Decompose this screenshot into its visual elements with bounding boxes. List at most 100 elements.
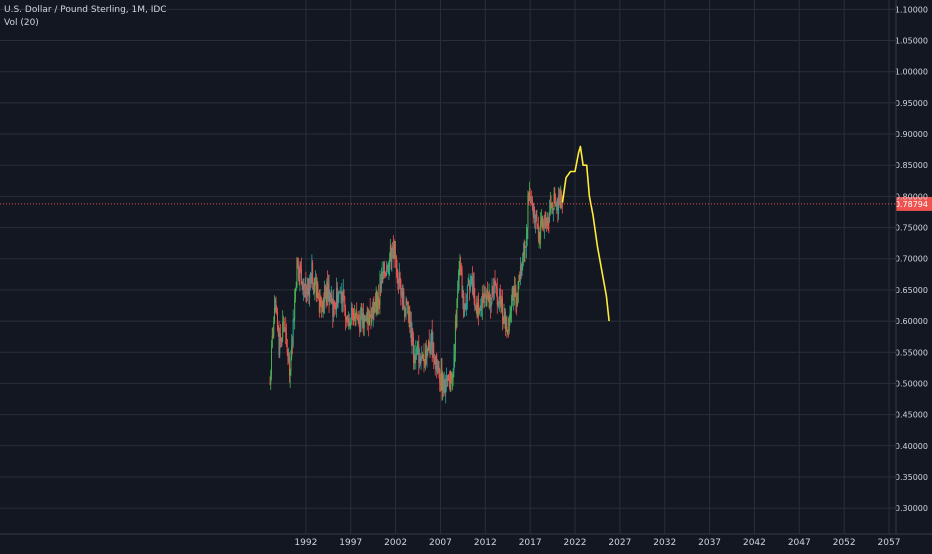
candle-body (351, 307, 353, 312)
candle-body (413, 355, 415, 363)
candle-body (348, 318, 350, 326)
candle-body (319, 300, 321, 312)
candle-body (407, 302, 409, 316)
candle-body (303, 284, 305, 290)
candle-body (289, 369, 291, 376)
candle-body (364, 319, 366, 322)
candle-body (296, 258, 298, 287)
candle-body (545, 218, 547, 223)
candle-body (419, 358, 421, 364)
y-tick-label: 1.10000 (895, 5, 928, 14)
candle-body (433, 358, 435, 363)
candle-body (311, 262, 313, 283)
candle-body (496, 287, 498, 305)
candle-body (352, 311, 354, 316)
candle-body (549, 212, 551, 222)
candle-body (437, 361, 439, 366)
candle-body (501, 298, 503, 321)
candle-body (288, 356, 290, 376)
candle-body (448, 381, 450, 382)
y-tick-label: 0.95000 (895, 99, 928, 108)
candle-body (338, 292, 340, 296)
y-tick-label: 0.40000 (895, 442, 928, 451)
candle-body (471, 277, 473, 283)
candle-body (470, 282, 472, 284)
candle-body (297, 258, 299, 264)
candle-body (299, 264, 301, 280)
candle-body (559, 200, 561, 208)
candle-body (295, 286, 297, 289)
candle-body (469, 283, 471, 290)
x-tick-label: 2052 (833, 538, 856, 548)
candle-body (350, 307, 352, 319)
candle-body (306, 288, 308, 295)
candle-body (324, 285, 326, 296)
candle-body (279, 333, 281, 340)
candle-body (330, 295, 332, 298)
candle-body (273, 322, 275, 337)
candle-body (389, 245, 391, 259)
candle-body (326, 281, 328, 302)
candle-body (282, 322, 284, 339)
candle-body (386, 265, 388, 275)
candle-body (318, 299, 320, 312)
candle-body (502, 320, 504, 324)
candle-body (270, 347, 272, 376)
candle-body (362, 313, 364, 324)
candle-body (430, 330, 432, 346)
candle-body (519, 274, 521, 280)
candle-body (555, 203, 557, 207)
candle-body (475, 304, 477, 309)
candle-body (521, 267, 523, 276)
candle-body (394, 253, 396, 259)
candle-body (356, 317, 358, 321)
candle-body (530, 199, 532, 201)
candle-body (480, 309, 482, 311)
y-tick-label: 0.70000 (895, 255, 928, 264)
candle-body (398, 272, 400, 284)
y-tick-label: 0.90000 (895, 130, 928, 139)
candle-body (405, 300, 407, 315)
candle-body (314, 280, 316, 292)
y-tick-label: 0.30000 (895, 504, 928, 513)
candle-body (482, 295, 484, 297)
candle-body (398, 280, 400, 284)
candle-body (387, 269, 389, 271)
candle-body (340, 292, 342, 300)
candle-body (484, 292, 486, 299)
candle-body (463, 304, 465, 317)
candle-body (367, 318, 369, 323)
candle-body (474, 299, 476, 309)
candle-body (415, 349, 417, 360)
candle-body (427, 350, 429, 352)
candle-body (445, 380, 447, 393)
candle-body (346, 315, 348, 319)
symbol-title[interactable]: U.S. Dollar / Pound Sterling, 1M, IDC (4, 5, 167, 15)
candle-body (373, 307, 375, 312)
candle-body (560, 192, 562, 208)
candle-body (537, 224, 539, 226)
candle-body (284, 328, 286, 330)
candle-body (307, 288, 309, 291)
candle-body (472, 282, 474, 293)
candle-body (404, 307, 406, 317)
candle-body (339, 292, 341, 294)
candle-body (509, 313, 511, 318)
candle-body (528, 195, 530, 198)
candle-body (542, 222, 544, 228)
candle-body (546, 218, 548, 226)
candle-body (333, 300, 335, 317)
candle-body (429, 347, 431, 349)
candle-body (378, 302, 380, 305)
x-tick-label: 2022 (564, 538, 587, 548)
candle-body (439, 370, 441, 384)
candle-body (276, 312, 278, 330)
candle-body (500, 300, 502, 305)
candle-body (274, 300, 276, 308)
candle-body (376, 298, 378, 311)
volume-indicator-label[interactable]: Vol (20) (4, 18, 39, 28)
x-tick-label: 2012 (474, 538, 497, 548)
candle-body (369, 310, 371, 318)
candle-body (444, 379, 446, 393)
